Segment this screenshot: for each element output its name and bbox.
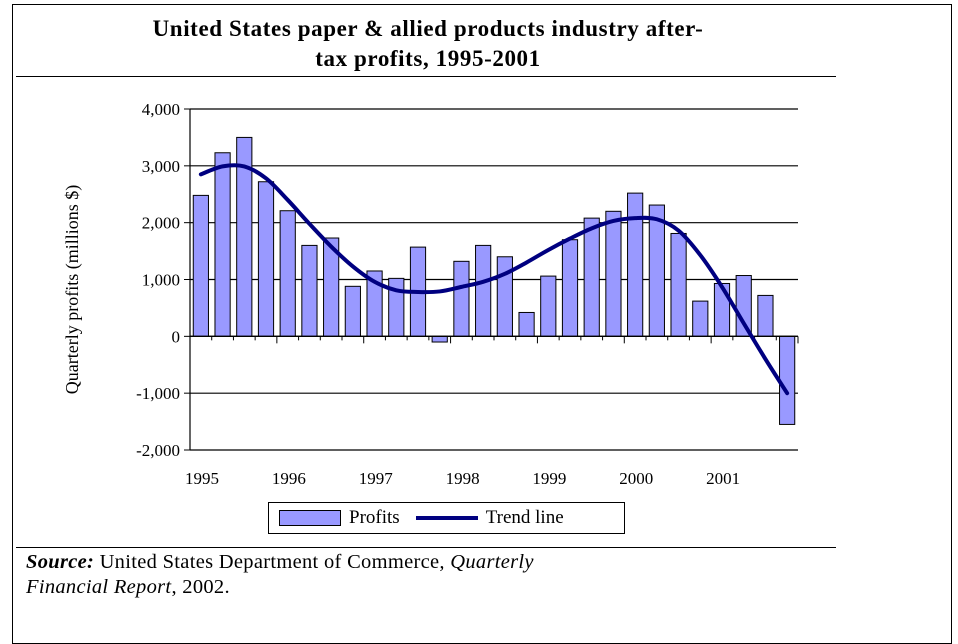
y-tick-label: 2,000: [142, 214, 180, 233]
legend: Profits Trend line: [268, 502, 625, 534]
top-rule: [16, 76, 836, 77]
x-tick-label: 2001: [706, 469, 740, 488]
bar-profits: [540, 275, 557, 337]
bar-profits: [279, 210, 296, 337]
legend-trend-swatch: [415, 516, 478, 520]
bar-profits: [583, 217, 600, 337]
bar-profits: [453, 260, 470, 337]
bar-profits: [692, 300, 709, 337]
bar-profits: [561, 239, 579, 337]
bar-profits: [518, 311, 535, 337]
source-year: , 2002.: [171, 576, 230, 598]
chart-title-line-2: tax profits, 1995-2001: [315, 46, 541, 71]
source-report-title-2: Financial Report: [26, 576, 172, 598]
legend-trend-label: Trend line: [485, 507, 564, 528]
x-tick-label: 1995: [185, 469, 219, 488]
y-tick-label: 4,000: [142, 100, 180, 119]
bar-profits: [192, 194, 209, 337]
trend-line: [198, 163, 790, 396]
chart-area: 4,000 3,000 2,000 1,000 0 -1,000 -2,000 1995 199…: [62, 100, 799, 488]
bar-profits: [496, 256, 513, 337]
x-tick-label: 1997: [359, 469, 394, 488]
legend-profits-label: Profits: [349, 507, 400, 528]
bar-profits: [605, 210, 622, 337]
source-label: Source:: [26, 551, 95, 573]
bar-profits: [627, 192, 644, 337]
bar-profits: [713, 282, 731, 337]
chart-title-line-1: United States paper & allied products in…: [152, 16, 704, 41]
source-line-1: Source: United States Department of Comm…: [26, 550, 534, 575]
source-report-title-1: Quarterly: [450, 551, 534, 573]
y-tick-label: -2,000: [136, 441, 180, 460]
legend-profits-swatch: [279, 510, 341, 526]
y-tick-label: 1,000: [142, 271, 180, 290]
y-tick-label: 0: [172, 327, 181, 346]
source-agency: United States Department of Commerce: [94, 551, 440, 573]
y-tick-label: -1,000: [136, 384, 180, 403]
bar-profits: [431, 335, 448, 343]
source-note: Source: United States Department of Comm…: [26, 550, 534, 600]
bar-profits: [757, 294, 774, 337]
bar-profits: [670, 232, 687, 337]
bar-profits: [301, 244, 318, 337]
bar-profits: [475, 244, 492, 337]
x-tick-label: 1996: [272, 469, 306, 488]
y-axis-label: Quarterly profits (millions $): [62, 185, 83, 394]
x-tick-label: 2000: [619, 469, 653, 488]
bar-profits: [735, 275, 752, 337]
bottom-rule: [16, 547, 836, 548]
bar-profits: [344, 285, 361, 337]
bar-profits: [779, 335, 796, 425]
source-line-2: Financial Report, 2002.: [26, 575, 534, 600]
bar-profits: [257, 181, 275, 337]
bar-profits: [648, 204, 665, 337]
bar-profits: [214, 152, 231, 337]
x-tick-label: 1999: [532, 469, 566, 488]
x-tick-label: 1998: [446, 469, 480, 488]
source-comma: ,: [439, 551, 451, 573]
y-tick-label: 3,000: [142, 157, 180, 176]
chart-title: United States paper & allied products in…: [14, 14, 842, 74]
